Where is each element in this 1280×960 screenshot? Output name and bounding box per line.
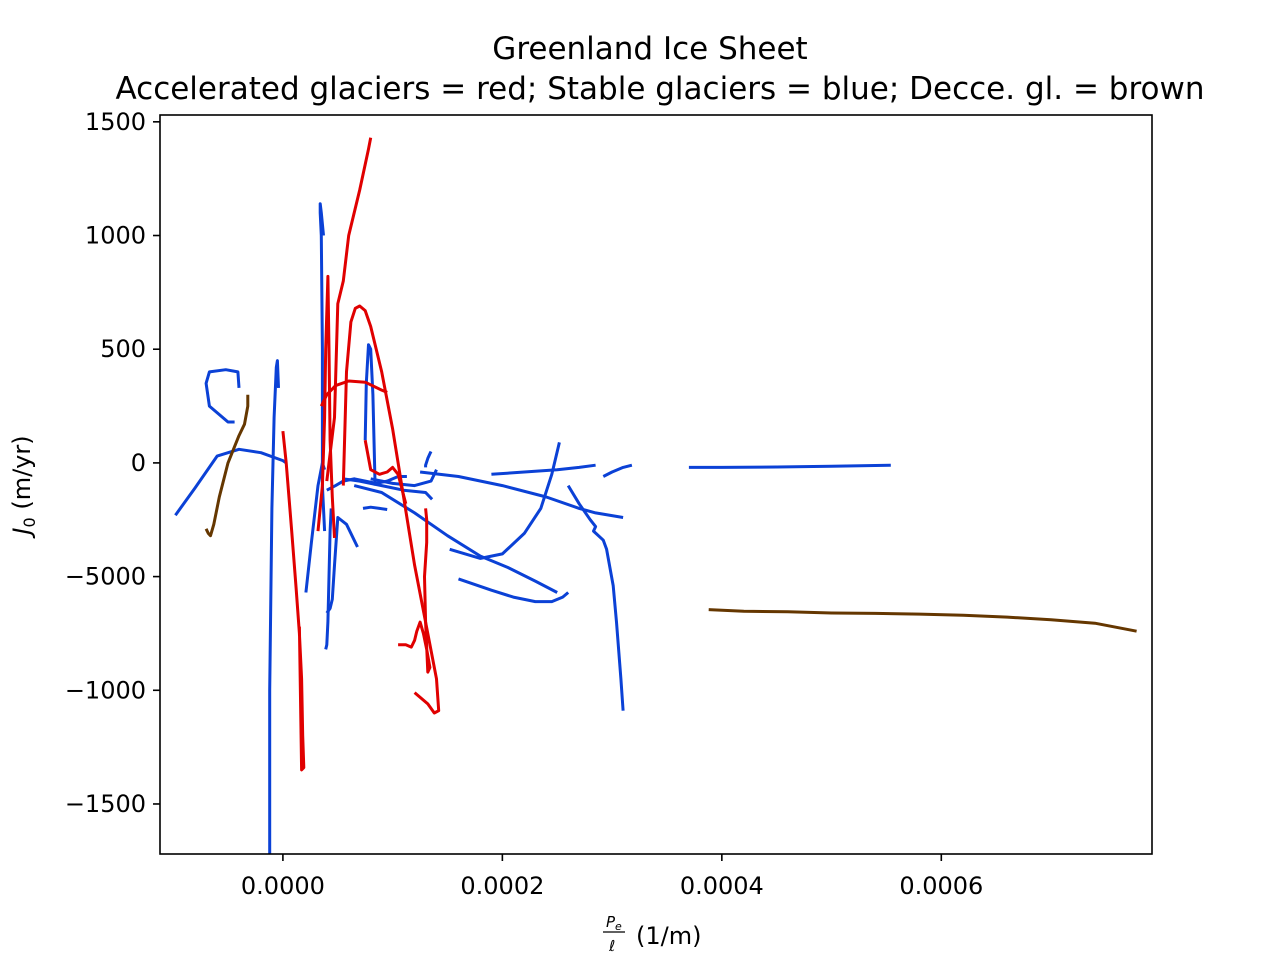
series-line-blue-15 — [419, 470, 624, 519]
series-line-blue-21 — [688, 463, 891, 469]
series-line-blue-3 — [268, 359, 280, 854]
x-tick-label: 0.0002 — [460, 872, 544, 900]
chart-title: Greenland Ice Sheet — [492, 31, 807, 67]
x-tick-label: 0.0004 — [680, 872, 764, 900]
series-line-blue-10 — [362, 505, 388, 511]
series-line-brown-2 — [708, 608, 1137, 633]
series-line-red-7 — [398, 508, 432, 674]
x-label-numerator-sub: e — [615, 920, 622, 933]
plot-area-frame — [159, 114, 1153, 855]
series-line-blue-1 — [174, 447, 288, 517]
series-line-blue-20 — [566, 484, 625, 711]
series-line-blue-13 — [370, 469, 438, 488]
x-label-denominator: ℓ — [608, 937, 615, 955]
y-tick-label: 1500 — [85, 108, 146, 136]
series-layer — [174, 137, 1137, 854]
series-line-blue-2 — [204, 368, 241, 424]
y-tick-label: 500 — [100, 335, 146, 363]
series-line-brown-1 — [204, 394, 250, 538]
y-tick-label: −5000 — [65, 563, 146, 591]
x-label-numerator-symbol: P — [606, 913, 616, 931]
y-label-unit: (m/yr) — [8, 435, 36, 509]
y-tick-label: −1500 — [65, 790, 146, 818]
series-line-blue-12 — [353, 484, 558, 594]
x-tick-label: 0.0006 — [899, 872, 983, 900]
series-line-red-6 — [363, 439, 408, 505]
y-label-unit-spacer — [8, 510, 36, 518]
x-label-numerator: Pe — [606, 913, 622, 933]
x-axis-label: Pe ℓ (1/m) — [603, 913, 701, 955]
series-line-blue-17 — [458, 577, 570, 604]
y-label-text: J0 (m/yr) — [8, 435, 39, 538]
series-line-blue-11 — [343, 477, 434, 501]
series-line-blue-16 — [449, 442, 561, 560]
x-tick-label: 0.0000 — [241, 872, 325, 900]
y-tick-label: −1000 — [65, 676, 146, 704]
chart-subtitle: Accelerated glaciers = red; Stable glaci… — [115, 71, 1204, 107]
y-tick-label: 1000 — [85, 222, 146, 250]
series-line-blue-18 — [491, 463, 596, 476]
series-line-blue-9 — [363, 343, 377, 486]
series-line-red-2 — [316, 274, 336, 538]
series-line-red-1 — [281, 430, 306, 772]
series-line-red-5 — [319, 379, 388, 407]
series-line-red-4 — [341, 304, 441, 715]
series-line-blue-7 — [325, 516, 359, 614]
y-label-sub: 0 — [20, 517, 39, 527]
y-label-symbol: J — [8, 528, 36, 539]
series-line-blue-19 — [602, 463, 633, 478]
y-tick-label: 0 — [131, 449, 146, 477]
series-line-blue-6 — [324, 508, 333, 650]
series-line-red-3 — [325, 137, 373, 482]
series-line-blue-14 — [424, 450, 433, 468]
x-axis-ticks: 0.0000 0.0002 0.0004 0.0006 — [241, 854, 983, 900]
y-axis-label: J0 (m/yr) — [8, 435, 39, 538]
x-label-unit: (1/m) — [636, 922, 701, 950]
y-axis-ticks: 1500 1000 500 0 −5000 −1000 −1500 — [65, 108, 160, 818]
